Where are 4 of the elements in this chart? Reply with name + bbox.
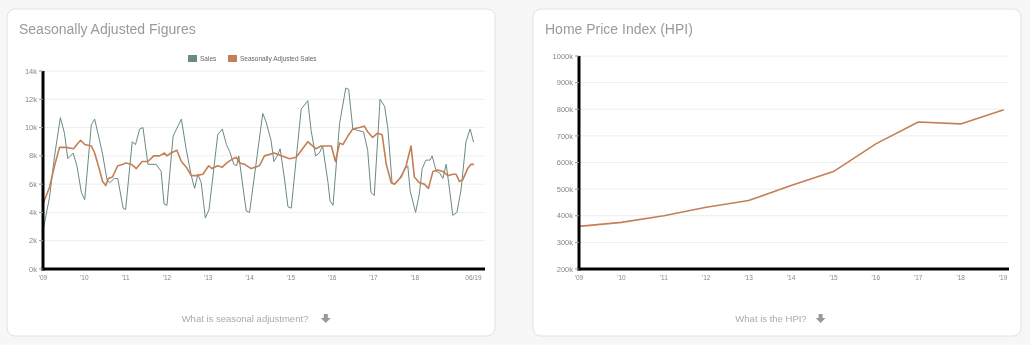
chart-title: Home Price Index (HPI) [545, 21, 693, 37]
text: What is the HPI? [735, 313, 807, 324]
chart-title: Seasonally Adjusted Figures [19, 21, 196, 37]
text: What is seasonal adjustment? [181, 313, 309, 324]
